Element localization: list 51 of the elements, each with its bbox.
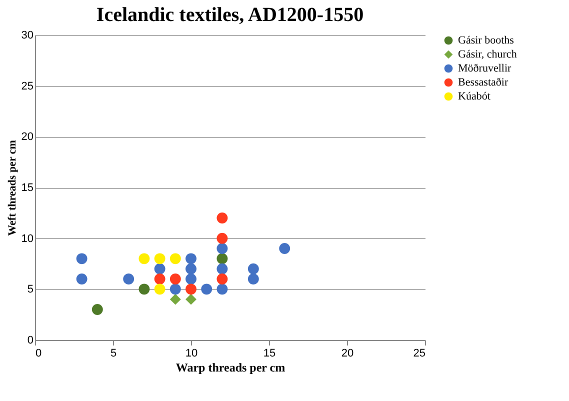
point [154,263,166,274]
legend-label: Bessastaðir [458,76,508,88]
y-tick-label: 15 [21,182,34,194]
y-tick-label: 10 [21,232,34,245]
point [170,284,181,295]
x-tick-label: 5 [110,348,117,360]
point [170,274,181,284]
y-tick-label: 25 [21,80,34,92]
point [201,284,212,295]
point [76,274,88,284]
legend-label: Möðruvellir [458,62,512,74]
point [138,253,150,264]
point [186,294,196,305]
point [216,263,228,274]
point [216,212,228,224]
legend-label: Gásir, church [458,48,518,60]
point [92,304,103,315]
y-axis-title: Weft threads per cm [6,140,18,236]
point [279,243,290,254]
x-tick-label: 15 [263,348,276,360]
point [170,294,181,305]
point [216,243,228,254]
point [154,274,166,284]
point [186,263,196,274]
point [186,274,196,284]
point [76,253,88,264]
point [216,284,228,295]
point [138,284,150,295]
point [154,253,166,264]
point [248,263,259,274]
x-axis-title: Warp threads per cm [176,360,286,374]
point [216,274,228,284]
legend-label: Gásir booths [458,34,514,46]
x-tick-label: 10 [185,348,198,360]
point [123,274,134,284]
x-tick-label: 0 [36,348,42,360]
x-tick-label: 20 [341,348,354,360]
point [248,274,259,284]
point [216,232,228,244]
y-tick-label: 0 [27,334,34,346]
y-tick-label: 5 [27,284,34,296]
y-tick-label: 30 [21,30,34,42]
point [170,253,181,264]
point [186,284,196,295]
chart-title: Icelandic textiles, AD1200-1550 [96,4,364,26]
point [216,253,228,264]
legend-label: Kúabót [458,90,490,102]
point [186,253,196,264]
x-tick-label: 25 [413,348,426,360]
y-tick-label: 20 [21,131,34,144]
point [154,284,166,295]
